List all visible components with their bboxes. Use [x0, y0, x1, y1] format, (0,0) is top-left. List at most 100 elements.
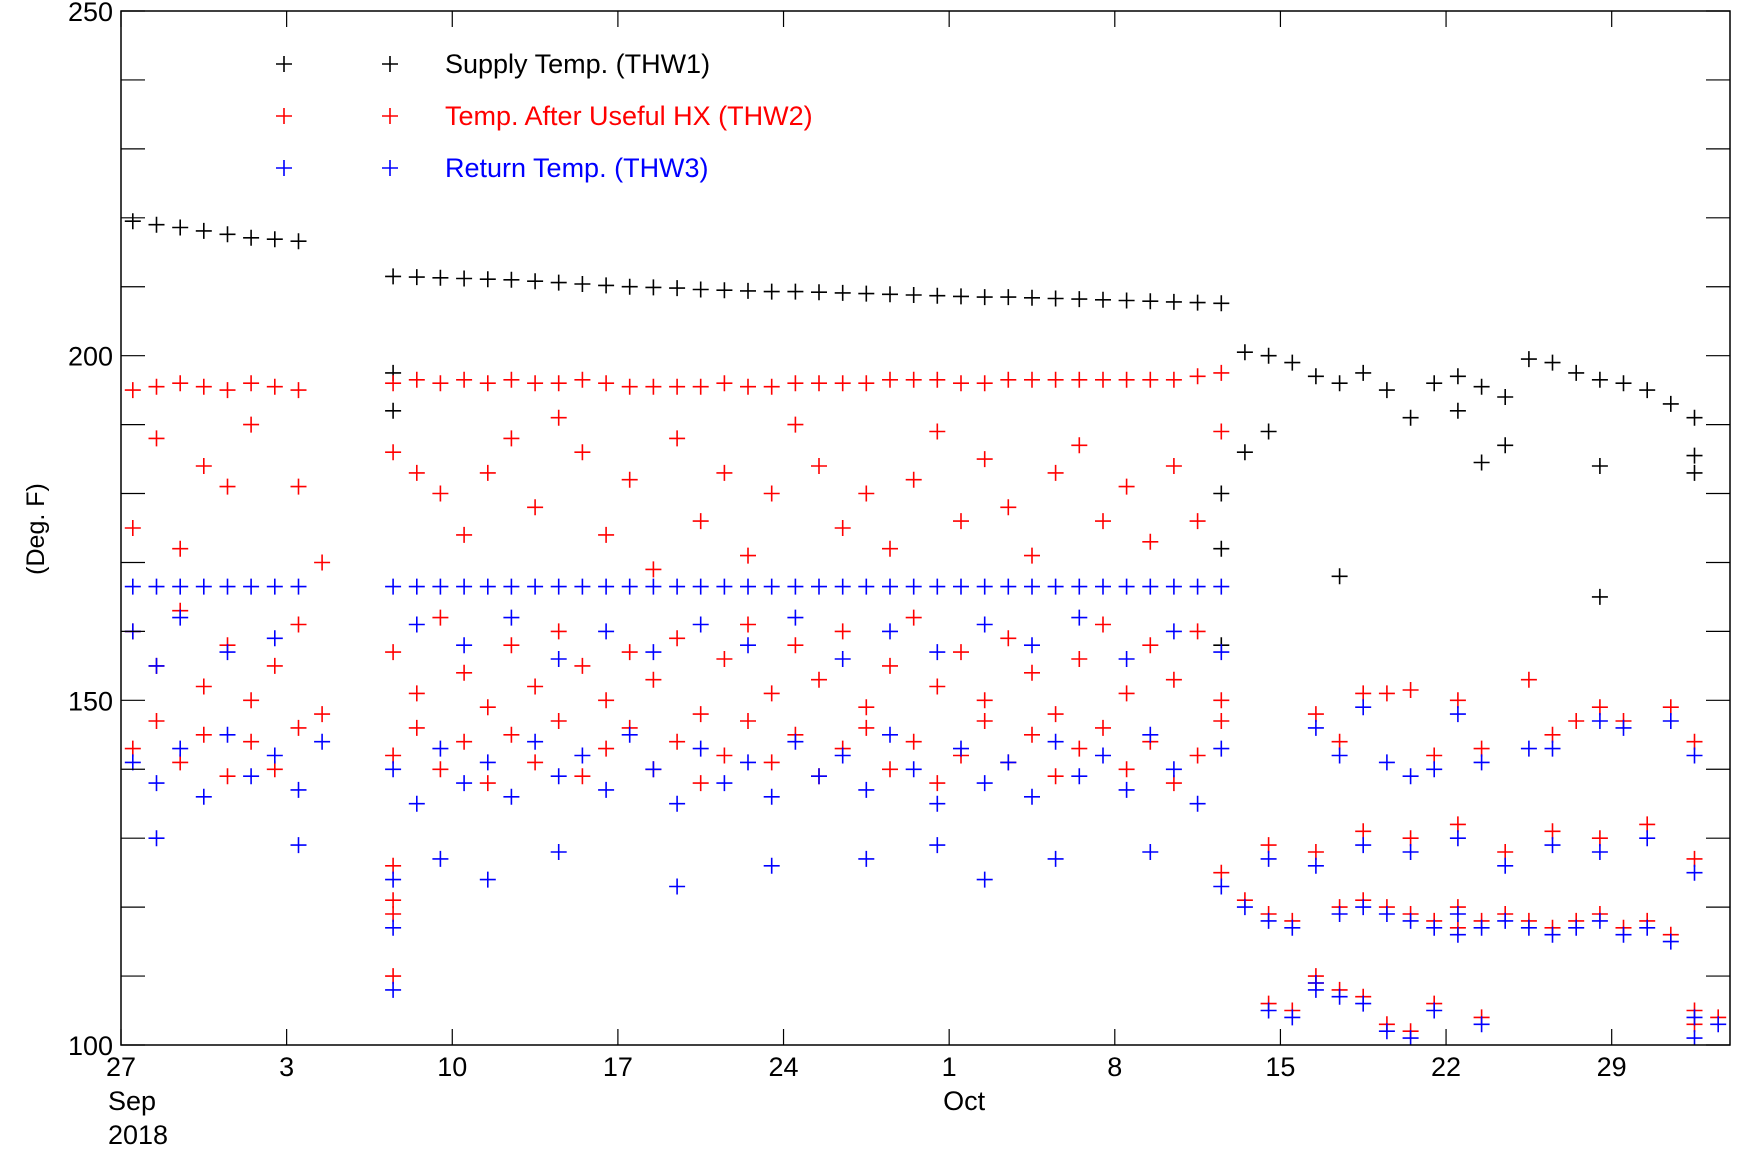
data-point: [1118, 371, 1135, 388]
data-point: [858, 285, 875, 302]
data-point: [503, 430, 520, 447]
data-point: [266, 657, 283, 674]
data-point: [456, 664, 473, 681]
data-point: [976, 871, 993, 888]
data-point: [1355, 899, 1372, 916]
data-point: [408, 578, 425, 595]
data-point: [1213, 713, 1230, 729]
data-point: [408, 464, 425, 481]
data-point: [527, 499, 544, 516]
data-point: [1118, 578, 1135, 595]
data-point: [1213, 578, 1230, 595]
data-point: [290, 233, 307, 250]
data-point: [858, 578, 875, 595]
data-point: [1260, 912, 1277, 929]
data-point: [456, 775, 473, 792]
data-point: [385, 919, 402, 936]
data-point: [1497, 389, 1514, 405]
data-point: [1047, 850, 1064, 867]
data-point: [432, 485, 449, 502]
data-point: [1118, 761, 1135, 778]
data-point: [882, 578, 898, 595]
data-point: [1024, 664, 1040, 681]
data-point: [858, 699, 875, 716]
data-point: [811, 768, 827, 785]
data-point: [692, 706, 709, 723]
data-point: [1662, 699, 1679, 716]
legend-marker: [276, 160, 292, 176]
data-point: [905, 761, 922, 778]
data-point: [503, 637, 520, 654]
data-point: [598, 375, 615, 392]
data-point: [1095, 578, 1111, 595]
data-point: [1260, 1002, 1277, 1019]
legend-entry: Temp. After Useful HX (THW2): [276, 101, 813, 131]
data-point: [763, 685, 780, 702]
data-point: [882, 371, 898, 388]
data-point: [479, 871, 496, 888]
data-point: [1165, 371, 1182, 388]
data-point: [740, 578, 756, 595]
data-point: [550, 844, 567, 860]
data-point: [645, 561, 662, 578]
data-point: [905, 609, 922, 626]
data-point: [1378, 685, 1395, 702]
data-point: [1449, 692, 1466, 709]
data-point: [1213, 644, 1230, 661]
data-point: [976, 451, 993, 468]
data-point: [503, 726, 520, 743]
data-point: [479, 754, 496, 771]
data-point: [1024, 637, 1040, 654]
data-point: [716, 747, 733, 764]
data-point: [858, 850, 875, 867]
data-point: [1307, 719, 1324, 736]
x-tick-label: 17: [603, 1052, 633, 1082]
data-point: [527, 375, 544, 392]
data-point: [432, 609, 449, 626]
data-point: [1213, 864, 1230, 881]
y-axis-title: (Deg. F): [22, 483, 50, 575]
data-point: [621, 726, 638, 743]
data-point: [1189, 623, 1206, 640]
data-point: [1213, 1051, 1229, 1067]
data-point: [1024, 371, 1040, 388]
data-point: [1024, 788, 1040, 805]
data-point: [479, 464, 496, 481]
data-point: [834, 623, 851, 640]
legend-marker: [276, 56, 292, 72]
data-point: [243, 229, 260, 246]
data-point: [503, 371, 520, 388]
data-point: [598, 578, 615, 595]
data-point: [527, 733, 544, 750]
data-point: [290, 837, 307, 854]
data-point: [834, 651, 851, 667]
data-point: [1331, 988, 1348, 1005]
data-point: [385, 644, 402, 661]
data-point: [763, 754, 780, 771]
data-point: [479, 375, 496, 392]
data-point: [1591, 830, 1608, 847]
data-point: [1591, 912, 1608, 929]
data-point: [976, 616, 993, 633]
data-point: [669, 878, 686, 895]
legend: Supply Temp. (THW1) Temp. After Useful HX…: [276, 49, 813, 183]
data-point: [1544, 837, 1561, 854]
data-point: [1426, 919, 1443, 936]
x-tick-label: 3: [279, 1052, 294, 1082]
data-point: [976, 713, 993, 729]
data-point: [1071, 740, 1088, 757]
data-point: [1024, 726, 1040, 743]
data-point: [953, 375, 969, 392]
data-point: [432, 269, 449, 286]
data-point: [1615, 719, 1632, 736]
data-point: [1402, 768, 1419, 785]
data-point: [290, 719, 307, 736]
data-point: [740, 713, 756, 729]
data-point: [432, 761, 449, 778]
data-point: [290, 382, 307, 399]
data-point: [834, 747, 851, 764]
data-point: [1213, 295, 1230, 312]
data-point: [1355, 995, 1372, 1012]
data-point: [1213, 1085, 1229, 1101]
data-point: [976, 775, 993, 792]
